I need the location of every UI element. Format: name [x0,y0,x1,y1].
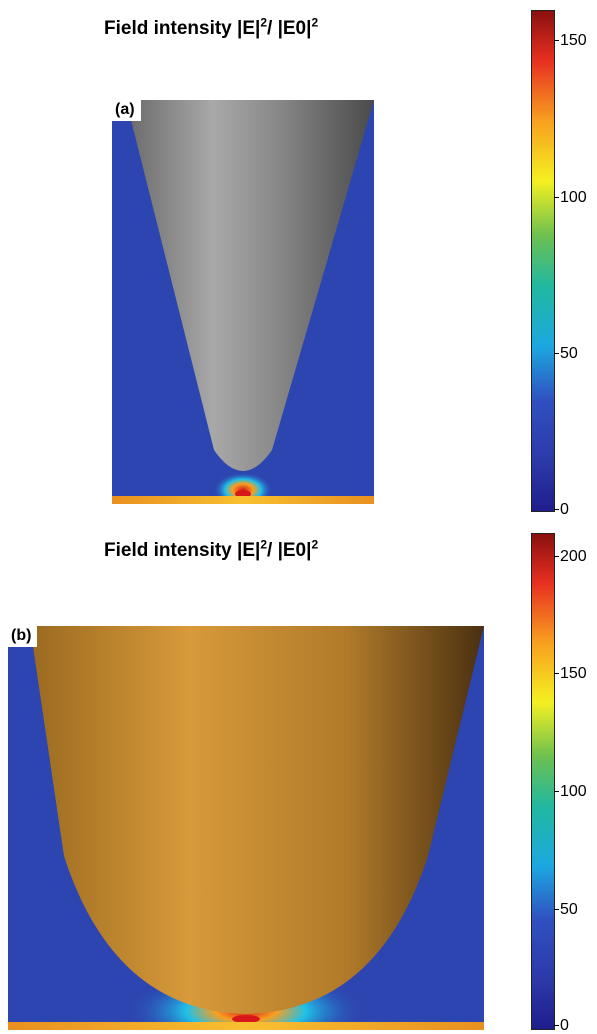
colorbar-tick-label: 50 [554,901,578,919]
panel-a-substrate [112,496,374,504]
panel-b-label: (b) [8,626,38,647]
panel-a-label: (a) [112,100,141,121]
panel-a-colorbar [531,10,555,512]
colorbar-tick-label: 150 [554,32,587,50]
panel-b-gap-glow [232,1015,260,1023]
panel-b-title-main: Field intensity |E| [104,540,261,561]
panel-b-title: Field intensity |E|2/ |E0|2 [104,537,319,562]
colorbar-tick-label: 0 [554,501,569,518]
panel-b-colorbar [531,533,555,1030]
panel-a-field-map: (a) [112,100,374,504]
panel-a-title-exp2: 2 [311,15,319,30]
panel-b-field-map: (b) [8,626,484,1030]
panel-b-title-exp1: 2 [260,537,268,552]
panel-a-title-mid: / |E0| [267,18,312,39]
colorbar-tick-label: 100 [554,188,587,206]
panel-b-title-exp2: 2 [311,537,319,552]
panel-b-tip [30,626,484,1014]
panel-a-title: Field intensity |E|2/ |E0|2 [104,15,319,40]
panel-a-title-main: Field intensity |E| [104,18,261,39]
panel-b-substrate [8,1022,484,1030]
colorbar-tick-label: 100 [554,783,587,801]
panel-a-title-exp1: 2 [260,15,268,30]
panel-b-title-mid: / |E0| [267,540,312,561]
panel-a-tip [126,100,374,471]
colorbar-tick-label: 200 [554,547,587,565]
colorbar-tick-label: 0 [554,1017,569,1034]
colorbar-tick-label: 150 [554,665,587,683]
colorbar-tick-label: 50 [554,344,578,362]
